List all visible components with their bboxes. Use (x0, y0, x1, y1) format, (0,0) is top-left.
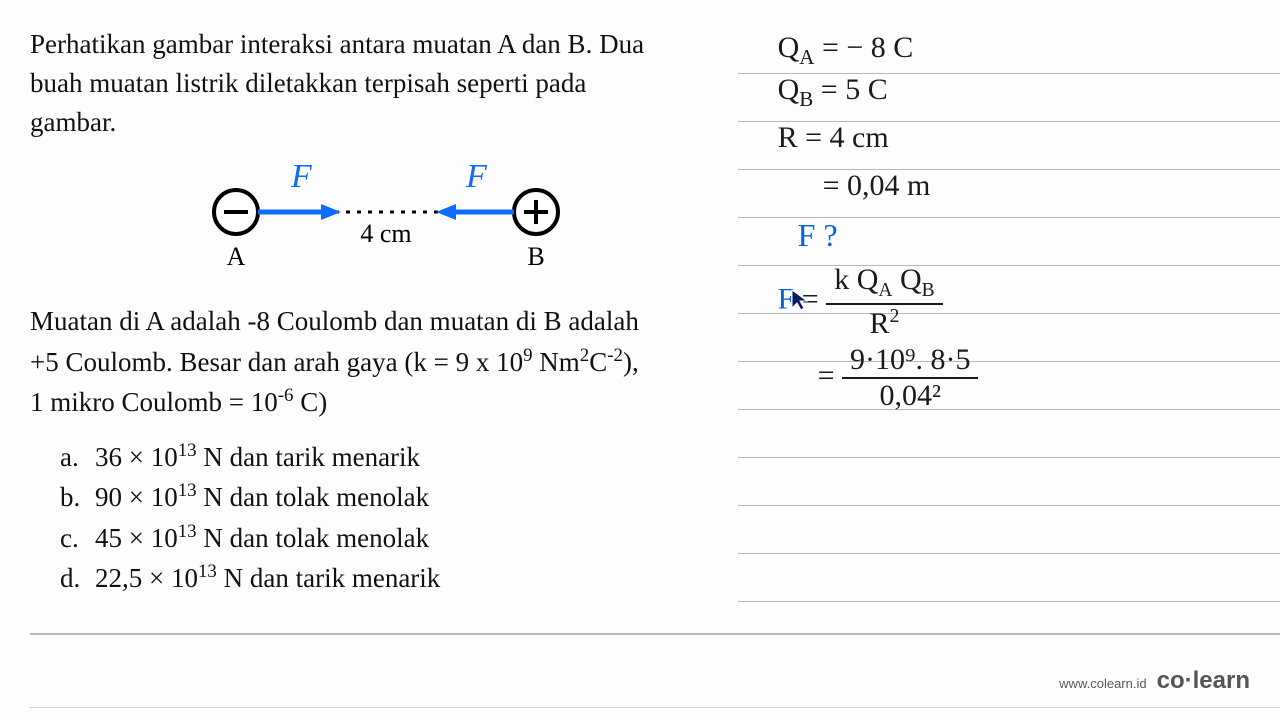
force-b-head (436, 204, 456, 220)
page-rule (30, 633, 1280, 635)
branding-logo: co·learn (1157, 667, 1250, 695)
desc2-sup3: -2 (607, 345, 623, 366)
force-a-head (321, 204, 341, 220)
label-b: B (528, 242, 545, 271)
desc2-post2: C (589, 347, 607, 377)
cursor-icon (790, 288, 810, 312)
calc-fraction: 9·10⁹. 8·5 0,04² (842, 345, 978, 411)
question-desc-2: +5 Coulomb. Besar dan arah gaya (k = 9 x… (30, 342, 723, 382)
coulomb-fraction: k QA QB R2 (826, 265, 942, 339)
hand-line-2: QB = 5 C (748, 73, 1250, 121)
desc2-sup2: 2 (580, 345, 589, 366)
main-container: Perhatikan gambar interaksi antara muata… (0, 0, 1280, 640)
hand-line-3: R = 4 cm (748, 121, 1250, 169)
charge-diagram: A B 4 cm F F (30, 157, 723, 277)
force-b-label: F (465, 158, 488, 195)
desc2-sup: 9 (523, 345, 532, 366)
option-b-letter: b. (60, 477, 95, 518)
handwriting-block: QA = − 8 C QB = 5 C R = 4 cm = 0,04 m F … (748, 25, 1250, 425)
frac-den: R2 (826, 305, 942, 339)
force-a-label: F (290, 158, 313, 195)
option-a-letter: a. (60, 437, 95, 478)
page-rule-bottom (30, 707, 1280, 708)
desc3-pre: 1 mikro Coulomb = 10 (30, 387, 278, 417)
question-desc-3: 1 mikro Coulomb = 10-6 C) (30, 382, 723, 422)
frac-num: k QA QB (826, 265, 942, 305)
option-d-text: 22,5 × 1013 N dan tarik menarik (95, 558, 440, 599)
option-c-letter: c. (60, 518, 95, 559)
option-b-text: 90 × 1013 N dan tolak menolak (95, 477, 429, 518)
hand-line-5: F ? (748, 217, 1250, 265)
option-d: d. 22,5 × 1013 N dan tarik menarik (60, 558, 723, 599)
branding: www.colearn.id co·learn (1059, 667, 1250, 695)
option-a: a. 36 × 1013 N dan tarik menarik (60, 437, 723, 478)
hand-line-4: = 0,04 m (748, 169, 1250, 217)
question-intro-2: buah muatan listrik diletakkan terpisah … (30, 64, 723, 103)
option-c: c. 45 × 1013 N dan tolak menolak (60, 518, 723, 559)
diagram-svg: A B 4 cm F F (166, 157, 586, 277)
handwriting-column: QA = − 8 C QB = 5 C R = 4 cm = 0,04 m F … (738, 25, 1250, 640)
hand-line-1: QA = − 8 C (748, 25, 1250, 73)
question-intro-1: Perhatikan gambar interaksi antara muata… (30, 25, 723, 64)
distance-label: 4 cm (361, 219, 412, 248)
hand-line-7: = 9·10⁹. 8·5 0,04² (748, 345, 1250, 425)
hand-line-6: F = k QA QB R2 (748, 265, 1250, 345)
desc2-post3: ), (623, 347, 639, 377)
question-column: Perhatikan gambar interaksi antara muata… (30, 25, 738, 640)
question-desc-1: Muatan di A adalah -8 Coulomb dan muatan… (30, 302, 723, 341)
option-c-text: 45 × 1013 N dan tolak menolak (95, 518, 429, 559)
calc-den: 0,04² (842, 379, 978, 411)
question-intro-3: gambar. (30, 103, 723, 142)
option-d-letter: d. (60, 558, 95, 599)
desc3-sup: -6 (278, 385, 294, 406)
option-b: b. 90 × 1013 N dan tolak menolak (60, 477, 723, 518)
option-a-text: 36 × 1013 N dan tarik menarik (95, 437, 420, 478)
branding-url: www.colearn.id (1059, 676, 1146, 691)
desc2-pre: +5 Coulomb. Besar dan arah gaya (k = 9 x… (30, 347, 523, 377)
desc2-post: Nm (533, 347, 580, 377)
options-list: a. 36 × 1013 N dan tarik menarik b. 90 ×… (30, 437, 723, 599)
label-a: A (227, 242, 246, 271)
calc-num: 9·10⁹. 8·5 (842, 345, 978, 379)
desc3-post: C) (293, 387, 327, 417)
